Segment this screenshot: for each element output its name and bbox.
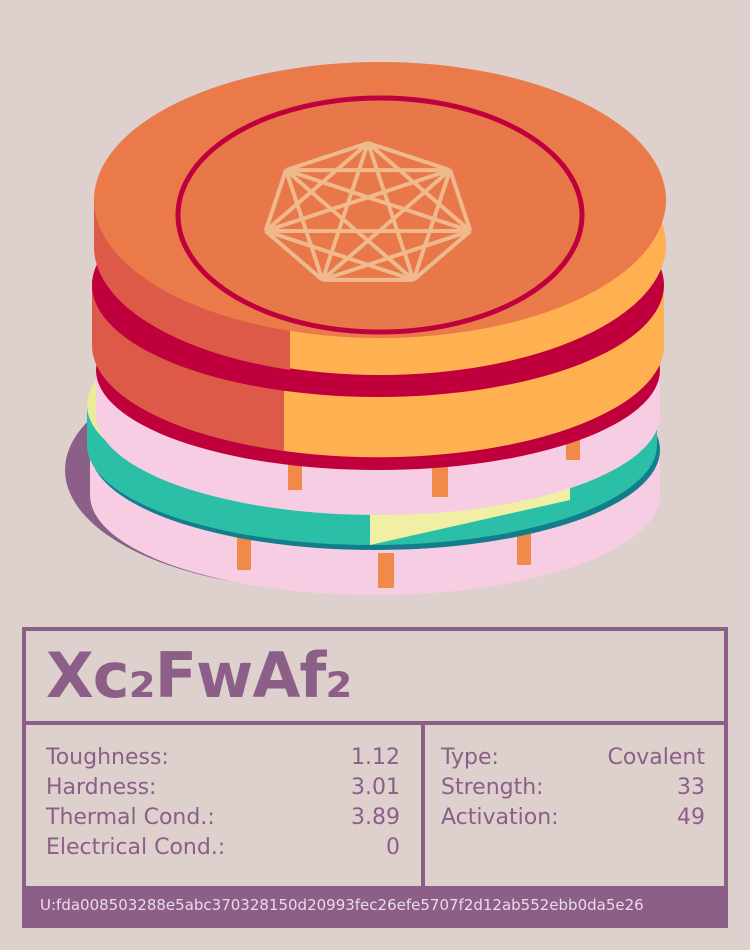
stat-label: Type: <box>441 745 499 770</box>
star-line <box>264 229 324 282</box>
stat-label: Electrical Cond.: <box>46 835 226 860</box>
heptagram <box>263 141 473 282</box>
stat-row: Type: Covalent <box>441 743 705 773</box>
stat-row: Toughness: 1.12 <box>46 743 400 773</box>
stat-value: 0 <box>386 835 400 860</box>
divider <box>421 723 425 889</box>
stat-row: Strength: 33 <box>441 773 705 803</box>
stat-label: Toughness: <box>46 745 169 770</box>
coin-stack <box>65 62 666 595</box>
star-line <box>411 169 452 281</box>
divider <box>26 721 724 725</box>
stats: Toughness: 1.12 Hardness: 3.01 Thermal Cond.… <box>46 743 400 863</box>
id-bar: U:fda008503288e5abc370328150d20993fec26e… <box>26 886 724 924</box>
info-card: Xc₂FwAf₂ Toughness: 1.12 Hardness: 3.01 Ther… <box>22 627 728 928</box>
star-line <box>264 141 370 233</box>
star-line <box>265 168 451 233</box>
stat-label: Hardness: <box>46 775 157 800</box>
stat-value: 1.12 <box>351 745 400 770</box>
stat-value: 3.01 <box>351 775 400 800</box>
star-line <box>285 168 471 233</box>
stat-row: Thermal Cond.: 3.89 <box>46 803 400 833</box>
star-line <box>412 229 472 282</box>
stat-row: Activation: 49 <box>441 803 705 833</box>
star-line <box>263 169 288 232</box>
stat-row: Hardness: 3.01 <box>46 773 400 803</box>
stat-value: Covalent <box>607 745 705 770</box>
star-line <box>265 229 415 282</box>
stat-value: 3.89 <box>351 805 400 830</box>
star-line <box>321 229 471 282</box>
id: U:fda008503288e5abc370328150d20993fec26e… <box>40 896 644 914</box>
star-line <box>367 141 451 173</box>
star-line <box>366 142 416 281</box>
bond: Type: Covalent Strength: 33 Activation: 49 <box>441 743 705 833</box>
stat-value: 33 <box>677 775 705 800</box>
star-line <box>448 169 473 232</box>
stat-row: Electrical Cond.: 0 <box>46 833 400 863</box>
star-line <box>284 168 415 282</box>
star-line <box>366 141 472 233</box>
stat-value: 49 <box>677 805 705 830</box>
compound-title: Xc₂FwAf₂ <box>46 639 352 712</box>
star-line <box>284 169 325 281</box>
stat-label: Thermal Cond.: <box>46 805 215 830</box>
coin-top <box>93 62 666 375</box>
stat-label: Strength: <box>441 775 544 800</box>
star-line <box>321 168 452 282</box>
stat-label: Activation: <box>441 805 559 830</box>
star-line <box>285 141 369 173</box>
star-line <box>320 142 370 281</box>
